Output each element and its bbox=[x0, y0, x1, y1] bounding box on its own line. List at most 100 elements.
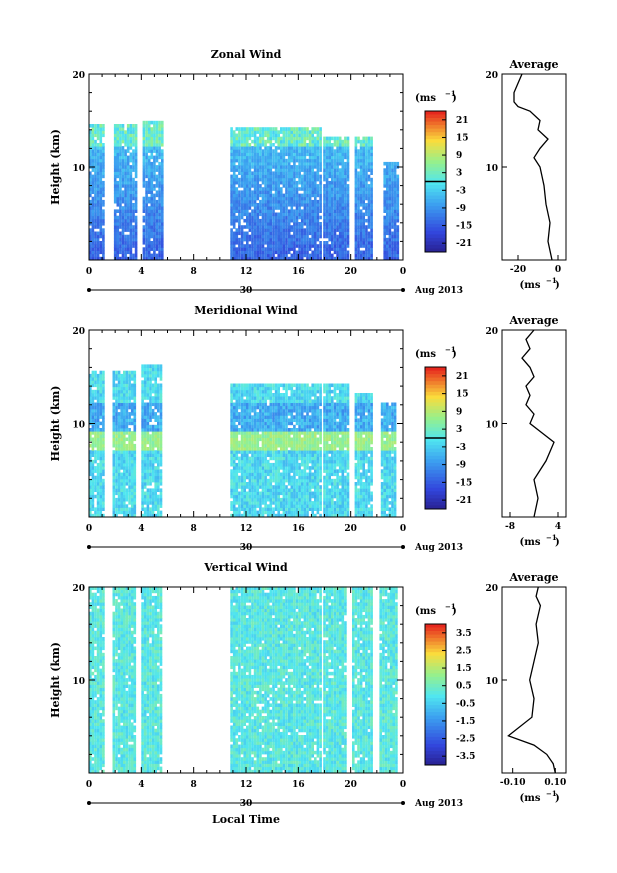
heatmap-cell bbox=[147, 155, 151, 160]
heatmap-cell bbox=[323, 190, 326, 194]
heatmap-cell bbox=[393, 256, 397, 261]
heatmap-cell bbox=[248, 497, 252, 502]
heatmap-cell bbox=[280, 228, 283, 232]
heatmap-cell bbox=[117, 459, 121, 464]
heatmap-cell bbox=[159, 434, 163, 438]
heatmap-cell bbox=[391, 165, 394, 169]
heatmap-cell bbox=[259, 469, 262, 473]
heatmap-cell bbox=[150, 136, 154, 141]
heatmap-cell bbox=[143, 389, 147, 394]
heatmap-cell bbox=[133, 462, 137, 467]
heatmap-cell bbox=[323, 155, 326, 160]
heatmap-cell bbox=[251, 158, 254, 163]
heatmap-cell bbox=[235, 237, 239, 242]
heatmap-cell bbox=[308, 209, 312, 213]
heatmap-cell bbox=[117, 475, 121, 480]
heatmap-cell bbox=[274, 136, 278, 141]
heatmap-cell bbox=[94, 247, 97, 251]
heatmap-cell bbox=[277, 497, 280, 502]
heatmap-cell bbox=[303, 450, 307, 454]
heatmap-cell bbox=[300, 165, 304, 169]
heatmap-cell bbox=[370, 228, 373, 232]
heatmap-cell bbox=[277, 155, 280, 160]
heatmap-cell bbox=[149, 380, 152, 384]
heatmap-cell bbox=[102, 174, 105, 179]
heatmap-cell bbox=[298, 501, 301, 505]
heatmap-cell bbox=[141, 488, 144, 492]
heatmap-cell bbox=[232, 456, 236, 461]
heatmap-cell bbox=[333, 222, 337, 226]
heatmap-cell bbox=[370, 158, 373, 163]
heatmap-cell bbox=[134, 215, 138, 220]
heatmap-cell bbox=[129, 253, 133, 258]
heatmap-cell bbox=[235, 456, 239, 461]
colorbar-swatch bbox=[425, 248, 446, 253]
heatmap-cell bbox=[115, 434, 118, 438]
heatmap-cell bbox=[94, 180, 97, 185]
heatmap-cell bbox=[96, 488, 100, 492]
heatmap-cell bbox=[293, 136, 296, 141]
heatmap-cell bbox=[94, 478, 97, 483]
heatmap-cell bbox=[314, 234, 317, 239]
heatmap-cell bbox=[274, 203, 278, 207]
heatmap-cell bbox=[316, 453, 320, 457]
heatmap-cell bbox=[96, 393, 100, 397]
heatmap-cell bbox=[94, 139, 97, 144]
heatmap-cell bbox=[290, 146, 294, 150]
heatmap-cell bbox=[232, 184, 236, 188]
heatmap-cell bbox=[280, 241, 283, 245]
heatmap-cell bbox=[383, 161, 386, 166]
heatmap-cell bbox=[99, 206, 103, 210]
heatmap-cell bbox=[153, 231, 156, 236]
heatmap-cell bbox=[116, 222, 120, 226]
heatmap-cell bbox=[102, 124, 105, 128]
heatmap-cell bbox=[235, 180, 239, 185]
heatmap-cell bbox=[365, 165, 368, 169]
heatmap-cell bbox=[333, 212, 337, 217]
heatmap-cell bbox=[367, 196, 371, 201]
heatmap-cell bbox=[253, 447, 257, 451]
heatmap-cell bbox=[117, 491, 121, 496]
heatmap-cell bbox=[261, 180, 265, 185]
heatmap-cell bbox=[94, 149, 97, 153]
heatmap-cell bbox=[232, 133, 236, 138]
heatmap-cell bbox=[121, 152, 125, 157]
heatmap-cell bbox=[116, 199, 120, 204]
heatmap-cell bbox=[142, 218, 146, 223]
heatmap-cell bbox=[128, 396, 131, 400]
heatmap-cell bbox=[316, 152, 320, 157]
heatmap-cell bbox=[300, 510, 304, 515]
heatmap-cell bbox=[119, 180, 122, 185]
heatmap-cell bbox=[91, 383, 95, 388]
heatmap-cell bbox=[285, 158, 288, 163]
heatmap-cell bbox=[256, 491, 260, 496]
heatmap-cell bbox=[264, 155, 267, 160]
heatmap-cell bbox=[91, 424, 95, 429]
heatmap-cell bbox=[99, 393, 103, 397]
heatmap-cell bbox=[391, 206, 394, 210]
heatmap-cell bbox=[126, 218, 130, 223]
heatmap-cell bbox=[300, 184, 304, 188]
heatmap-cell bbox=[130, 373, 134, 378]
heatmap-cell bbox=[121, 247, 125, 251]
heatmap-cell bbox=[130, 462, 134, 467]
heatmap-cell bbox=[240, 190, 244, 194]
heatmap-cell bbox=[149, 370, 152, 375]
heatmap-cell bbox=[253, 253, 257, 258]
heatmap-cell bbox=[306, 187, 309, 191]
heatmap-cell bbox=[89, 250, 92, 255]
heatmap-cell bbox=[91, 168, 95, 172]
heatmap-cell bbox=[141, 373, 144, 378]
heatmap-cell bbox=[151, 469, 155, 473]
heatmap-cell bbox=[319, 456, 322, 461]
heatmap-cell bbox=[290, 139, 294, 144]
heatmap-cell bbox=[287, 199, 291, 204]
heatmap-cell bbox=[261, 177, 265, 182]
heatmap-cell bbox=[300, 143, 304, 147]
heatmap-cell bbox=[251, 149, 254, 153]
heatmap-cell bbox=[159, 428, 163, 432]
data-segment bbox=[230, 383, 322, 518]
heatmap-cell bbox=[146, 434, 150, 438]
heatmap-cell bbox=[311, 234, 314, 239]
heatmap-cell bbox=[282, 152, 286, 157]
